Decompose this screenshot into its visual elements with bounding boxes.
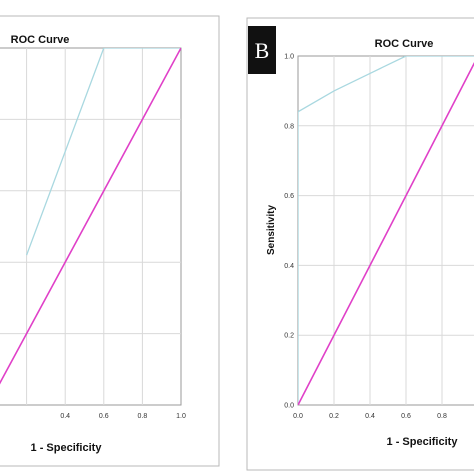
panel-b-y-axis-label: Sensitivity [266, 205, 277, 255]
panel-a-x-ticks: 0.4 0.6 0.8 1.0 [60, 413, 186, 420]
panel-a-reference-line [0, 48, 181, 385]
panel-b-title: ROC Curve [375, 38, 434, 50]
panel-a-title: ROC Curve [11, 34, 70, 46]
panel-b-reference-line [298, 62, 474, 405]
panel-b-y-tick-label: 0.4 [284, 263, 294, 270]
panel-b-x-tick-label: 0.2 [329, 413, 339, 420]
panel-a-x-tick-label: 0.8 [138, 413, 148, 420]
panel-b-y-tick-label: 1.0 [284, 54, 294, 61]
panel-b-x-tick-label: 0.8 [437, 413, 447, 420]
panel-b-y-tick-label: 0.8 [284, 123, 294, 130]
panel-b-x-tick-label: 0.6 [401, 413, 411, 420]
panel-a-series [0, 48, 181, 385]
panel-a-x-axis-label: 1 - Specificity [31, 442, 103, 454]
panel-a-x-tick-label: 0.6 [99, 413, 109, 420]
roc-panel-b: B ROC Curve 0.0 0.2 0.4 0.6 0.8 0.0 0.2 0.4 0.6… [246, 17, 474, 471]
panel-a-roc-line [25, 48, 181, 256]
panel-a-x-tick-label: 1.0 [176, 413, 186, 420]
panel-b-letter: B [255, 38, 270, 63]
panel-b-roc-line [298, 56, 474, 405]
panel-b-x-tick-label: 0.4 [365, 413, 375, 420]
panel-b-y-tick-label: 0.2 [284, 333, 294, 340]
panel-b-x-axis-label: 1 - Specificity [387, 436, 459, 448]
panel-b-grid [298, 56, 474, 405]
panel-b-x-tick-label: 0.0 [293, 413, 303, 420]
panel-b-letter-badge [248, 26, 276, 74]
panel-b-x-ticks: 0.0 0.2 0.4 0.6 0.8 [293, 413, 447, 420]
panel-a-x-tick-label: 0.4 [60, 413, 70, 420]
panel-b-y-ticks: 0.0 0.2 0.4 0.6 0.8 1.0 [284, 54, 294, 410]
roc-panel-a: ROC Curve 0.4 0.6 0.8 1.0 1 - Specificity [0, 15, 220, 467]
panel-a-grid [0, 48, 181, 405]
panel-b-series [298, 56, 474, 405]
panel-b-y-tick-label: 0.6 [284, 193, 294, 200]
panel-b-y-tick-label: 0.0 [284, 403, 294, 410]
panel-a-plot-area [0, 47, 182, 406]
